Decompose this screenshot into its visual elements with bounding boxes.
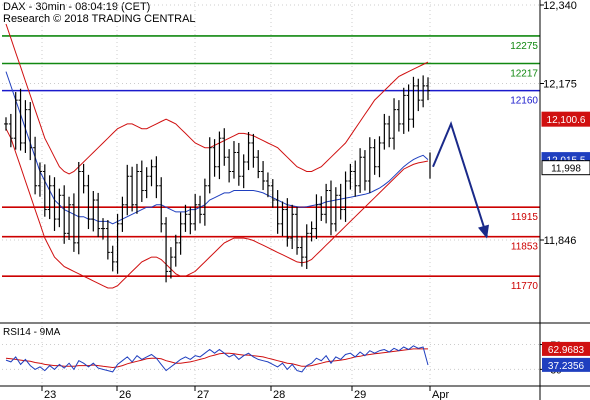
time-tick-label: 26	[119, 389, 131, 400]
rsi-badge-label: 62.9683	[548, 345, 585, 356]
time-tick-label: 23	[44, 389, 56, 400]
resistance-label: 12275	[510, 41, 538, 52]
forecast-arrow-line	[432, 121, 488, 237]
time-tick-label: Apr	[432, 389, 449, 400]
pivot-label: 12160	[510, 96, 538, 107]
chart-grid	[2, 2, 540, 386]
chart-copyright: Research © 2018 TRADING CENTRAL	[3, 13, 196, 25]
forecast-arrow	[432, 121, 489, 239]
time-axis: 23 26 27 28 29 Apr	[41, 386, 449, 400]
time-tick-label: 27	[197, 389, 209, 400]
price-tick-label: 12,175	[543, 78, 577, 90]
moving-average-line	[5, 71, 429, 225]
price-badge	[541, 160, 590, 176]
rsi-badge-label: 37.2356	[548, 361, 585, 372]
rsi-line	[5, 345, 429, 373]
rsi-badge	[542, 357, 590, 372]
support-label: 11770	[511, 281, 539, 292]
time-tick-label: 28	[273, 389, 285, 400]
bollinger-lower-line	[5, 128, 429, 289]
forecast-arrowhead	[478, 224, 489, 239]
level-lines: 12275 12217 12160 11915 11853 11770	[2, 35, 540, 292]
price-badge	[541, 111, 590, 127]
resistance-label: 12217	[510, 69, 538, 80]
price-series	[4, 75, 431, 283]
price-tick-label: 12,340	[543, 0, 577, 12]
support-label: 11915	[511, 212, 539, 223]
bollinger-upper-line	[5, 23, 429, 175]
indicator-lines	[5, 23, 429, 289]
rsi-title: RSI14 - 9MA	[3, 327, 61, 338]
price-badge-label: 12,100.6	[547, 115, 586, 126]
chart-title: DAX - 30min - 08:04:19 (CET)	[3, 1, 151, 13]
time-tick-label: 29	[354, 389, 366, 400]
support-label: 11853	[511, 242, 539, 253]
rsi-badge	[542, 341, 590, 356]
price-tick-label: 11,846	[544, 235, 577, 247]
price-badge-label: 11,998	[551, 164, 581, 175]
